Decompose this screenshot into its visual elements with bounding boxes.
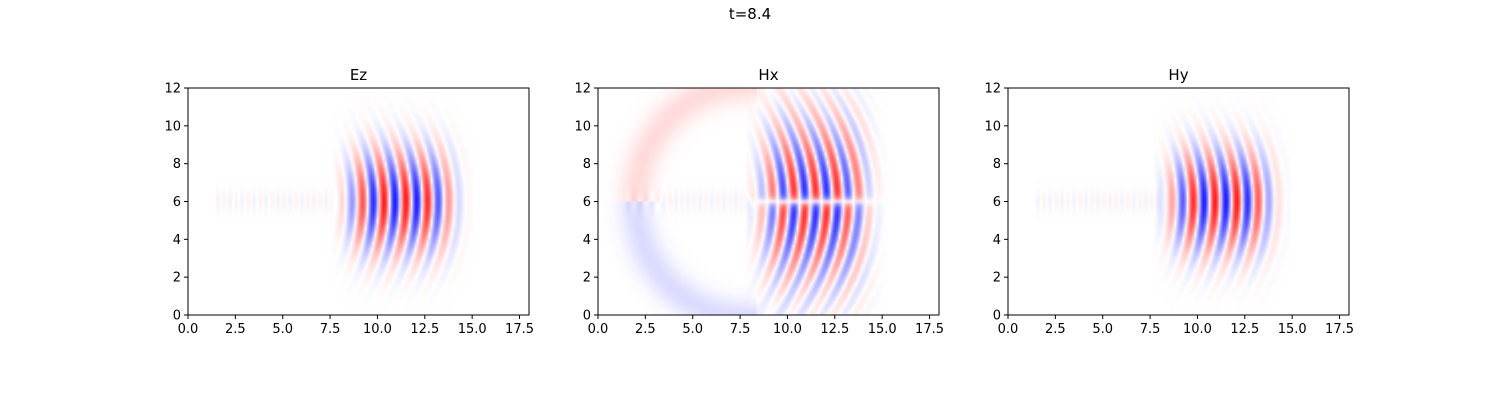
- field-heatmap-ez: [188, 88, 529, 315]
- x-tick-label: 12.5: [410, 322, 439, 337]
- y-tick-label: 12: [164, 82, 181, 97]
- x-tick-label: 2.5: [1045, 322, 1066, 337]
- x-tick-label: 10.0: [363, 322, 392, 337]
- x-tick-label: 0.0: [588, 322, 609, 337]
- x-tick-label: 2.5: [225, 322, 246, 337]
- y-tick-label: 8: [173, 157, 181, 172]
- y-tick-label: 6: [993, 195, 1001, 210]
- x-tick-label: 2.5: [635, 322, 656, 337]
- x-tick-label: 15.0: [868, 322, 897, 337]
- x-tick-label: 15.0: [458, 322, 487, 337]
- x-tick-label: 7.5: [320, 322, 341, 337]
- y-tick-label: 0: [173, 309, 181, 324]
- y-tick-label: 10: [984, 119, 1001, 134]
- y-tick-label: 4: [993, 233, 1001, 248]
- y-tick-label: 8: [583, 157, 591, 172]
- y-tick-label: 10: [574, 119, 591, 134]
- y-tick-label: 0: [993, 309, 1001, 324]
- x-tick-label: 0.0: [998, 322, 1019, 337]
- y-tick-label: 6: [583, 195, 591, 210]
- subplot-title: Hy: [1168, 66, 1188, 84]
- y-tick-label: 12: [984, 82, 1001, 97]
- figure-title: t=8.4: [728, 5, 772, 23]
- x-tick-label: 5.0: [272, 322, 293, 337]
- subplot-title: Ez: [350, 66, 367, 84]
- x-tick-label: 17.5: [505, 322, 534, 337]
- x-tick-label: 10.0: [773, 322, 802, 337]
- x-tick-label: 12.5: [820, 322, 849, 337]
- y-tick-label: 2: [993, 271, 1001, 286]
- y-tick-label: 4: [173, 233, 181, 248]
- y-tick-label: 10: [164, 119, 181, 134]
- x-tick-label: 7.5: [1140, 322, 1161, 337]
- subplot-title: Hx: [758, 66, 778, 84]
- x-tick-label: 5.0: [1092, 322, 1113, 337]
- y-tick-label: 6: [173, 195, 181, 210]
- panels: Ez0.0 2.5 5.0 7.5 10.0 12.5 15.0 17.5024681012H…: [164, 66, 1354, 337]
- x-tick-label: 10.0: [1183, 322, 1212, 337]
- y-tick-label: 4: [583, 233, 591, 248]
- x-tick-label: 5.0: [682, 322, 703, 337]
- subplot-ez: Ez 0.0 2.5 5.0 7.5 10.0 12.5 15.0 17.5 0 2 4 6 8 10 12: [164, 66, 534, 337]
- y-tick-label: 2: [173, 271, 181, 286]
- x-tick-label: 0.0: [178, 322, 199, 337]
- x-tick-label: 15.0: [1278, 322, 1307, 337]
- x-tick-label: 7.5: [730, 322, 751, 337]
- subplot-hx: Hx 0.0 2.5 5.0 7.5 10.0 12.5 15.0 17.5 0 2 4 6 8 10 12: [574, 66, 944, 337]
- y-tick-label: 0: [583, 309, 591, 324]
- subplot-hy: Hy 0.0 2.5 5.0 7.5 10.0 12.5 15.0 17.5 0 2 4 6 8 10 12: [984, 66, 1354, 337]
- y-tick-label: 12: [574, 82, 591, 97]
- field-heatmap-hy: [1008, 88, 1349, 315]
- y-tick-label: 8: [993, 157, 1001, 172]
- y-tick-label: 2: [583, 271, 591, 286]
- x-tick-label: 17.5: [915, 322, 944, 337]
- x-tick-label: 12.5: [1230, 322, 1259, 337]
- x-tick-label: 17.5: [1325, 322, 1354, 337]
- field-heatmap-hx: [598, 88, 939, 315]
